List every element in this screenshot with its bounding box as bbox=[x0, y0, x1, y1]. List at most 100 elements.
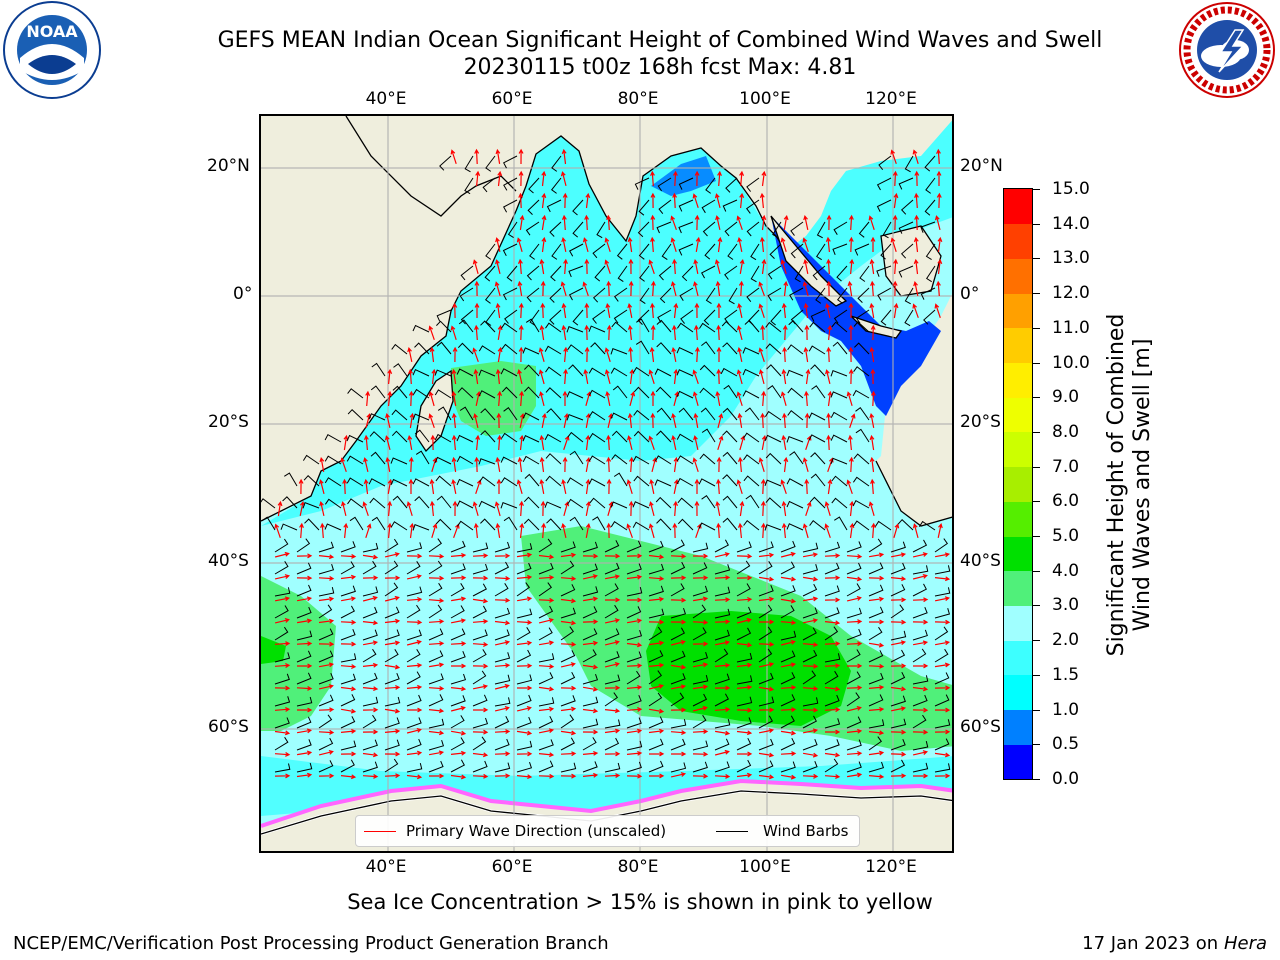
wind-barb bbox=[626, 761, 642, 773]
wave-direction-arrow bbox=[759, 236, 765, 253]
wave-direction-arrow bbox=[541, 236, 547, 253]
wind-barb bbox=[790, 221, 804, 236]
wave-direction-arrow bbox=[387, 390, 393, 407]
wave-direction-arrow bbox=[274, 685, 291, 691]
wind-barb bbox=[459, 406, 474, 421]
wave-direction-arrow bbox=[650, 324, 656, 341]
wave-direction-arrow bbox=[760, 324, 766, 341]
wave-direction-arrow bbox=[518, 500, 524, 517]
wind-barb bbox=[698, 478, 716, 487]
wave-direction-arrow bbox=[516, 574, 533, 580]
wind-barb bbox=[588, 389, 606, 399]
wind-barb bbox=[750, 265, 760, 283]
wave-direction-arrow bbox=[802, 663, 819, 669]
wave-direction-arrow bbox=[824, 501, 831, 516]
wave-direction-arrow bbox=[406, 662, 423, 668]
wind-barb bbox=[743, 519, 760, 531]
wave-direction-arrow bbox=[516, 640, 533, 646]
wave-direction-arrow bbox=[626, 479, 633, 494]
wind-barb bbox=[506, 265, 518, 282]
wave-direction-arrow bbox=[538, 554, 555, 560]
wind-barb bbox=[678, 243, 694, 256]
wind-barb bbox=[456, 368, 474, 377]
wave-direction-arrow bbox=[890, 237, 897, 252]
wave-direction-arrow bbox=[760, 412, 766, 429]
wind-barb bbox=[504, 309, 518, 324]
wave-direction-arrow bbox=[409, 412, 415, 429]
colorbar-segment bbox=[1004, 258, 1032, 294]
wave-direction-arrow bbox=[363, 434, 369, 451]
wave-direction-arrow bbox=[802, 523, 809, 539]
wave-direction-arrow bbox=[716, 522, 722, 539]
wave-direction-arrow bbox=[472, 752, 489, 758]
wave-direction-arrow bbox=[387, 500, 393, 517]
wind-barb bbox=[324, 477, 342, 487]
wind-barb bbox=[816, 221, 826, 239]
wind-barb bbox=[722, 430, 738, 443]
wind-barb bbox=[765, 321, 782, 333]
wave-direction-arrow bbox=[802, 281, 809, 296]
wind-barb bbox=[692, 562, 708, 575]
wind-barb bbox=[524, 364, 540, 377]
wave-direction-arrow bbox=[848, 368, 854, 385]
wind-barb bbox=[802, 761, 818, 773]
wind-barb bbox=[725, 177, 738, 193]
wave-direction-arrow bbox=[540, 280, 546, 297]
wave-direction-arrow bbox=[804, 324, 810, 341]
wave-direction-arrow bbox=[890, 576, 907, 582]
wave-direction-arrow bbox=[406, 684, 423, 690]
wave-band-below-1m-bay bbox=[651, 156, 716, 196]
wave-direction-arrow bbox=[582, 772, 599, 778]
plot-title: GEFS MEAN Indian Ocean Significant Heigh… bbox=[217, 28, 1103, 53]
wave-direction-arrow bbox=[780, 259, 787, 274]
wave-direction-arrow bbox=[473, 368, 479, 385]
wind-barb bbox=[596, 221, 606, 239]
wave-direction-arrow bbox=[826, 214, 832, 231]
wave-direction-arrow bbox=[516, 552, 533, 558]
wave-direction-arrow bbox=[937, 258, 943, 275]
wave-direction-arrow bbox=[804, 478, 810, 495]
wave-direction-arrow bbox=[474, 280, 480, 297]
wave-direction-arrow bbox=[539, 258, 545, 275]
wave-direction-arrow bbox=[384, 640, 401, 646]
wave-direction-arrow bbox=[519, 522, 525, 539]
wind-barb bbox=[824, 607, 840, 619]
wave-direction-arrow bbox=[538, 640, 555, 646]
wave-direction-arrow bbox=[912, 640, 929, 646]
wave-direction-arrow bbox=[297, 750, 313, 756]
wind-barb bbox=[769, 243, 782, 259]
wave-direction-arrow bbox=[671, 346, 677, 363]
wave-direction-arrow bbox=[497, 390, 503, 407]
wind-barb bbox=[610, 501, 628, 509]
wind-barb bbox=[758, 738, 774, 751]
wind-barb bbox=[764, 479, 782, 487]
wind-barb bbox=[362, 629, 378, 641]
wind-barb bbox=[566, 325, 584, 333]
wind-barb bbox=[824, 758, 839, 773]
wave-direction-arrow bbox=[495, 237, 501, 253]
wind-barb bbox=[722, 495, 738, 509]
wave-direction-arrow bbox=[912, 773, 929, 779]
wave-direction-arrow bbox=[299, 522, 304, 539]
wind-barb bbox=[722, 451, 738, 465]
wave-direction-arrow bbox=[825, 729, 841, 735]
wave-direction-arrow bbox=[541, 170, 547, 187]
wave-direction-arrow bbox=[362, 595, 378, 602]
coastline-africa bbox=[261, 210, 517, 522]
wind-barb bbox=[700, 407, 716, 421]
wave-direction-arrow bbox=[274, 707, 291, 712]
wave-direction-arrow bbox=[869, 456, 875, 473]
wave-direction-arrow bbox=[473, 413, 479, 429]
wave-direction-arrow bbox=[343, 434, 349, 451]
wave-direction-arrow bbox=[428, 685, 445, 691]
lon-label-top-120e: 120°E bbox=[865, 89, 917, 109]
wind-barb bbox=[878, 155, 892, 171]
wind-barb bbox=[296, 562, 312, 575]
wind-barb bbox=[274, 696, 291, 707]
wind-barb bbox=[261, 516, 276, 531]
wave-direction-arrow bbox=[650, 302, 655, 319]
wind-barb bbox=[472, 736, 487, 751]
wave-direction-arrow bbox=[627, 302, 633, 319]
wave-direction-arrow bbox=[516, 237, 523, 252]
wind-barb bbox=[736, 717, 752, 729]
